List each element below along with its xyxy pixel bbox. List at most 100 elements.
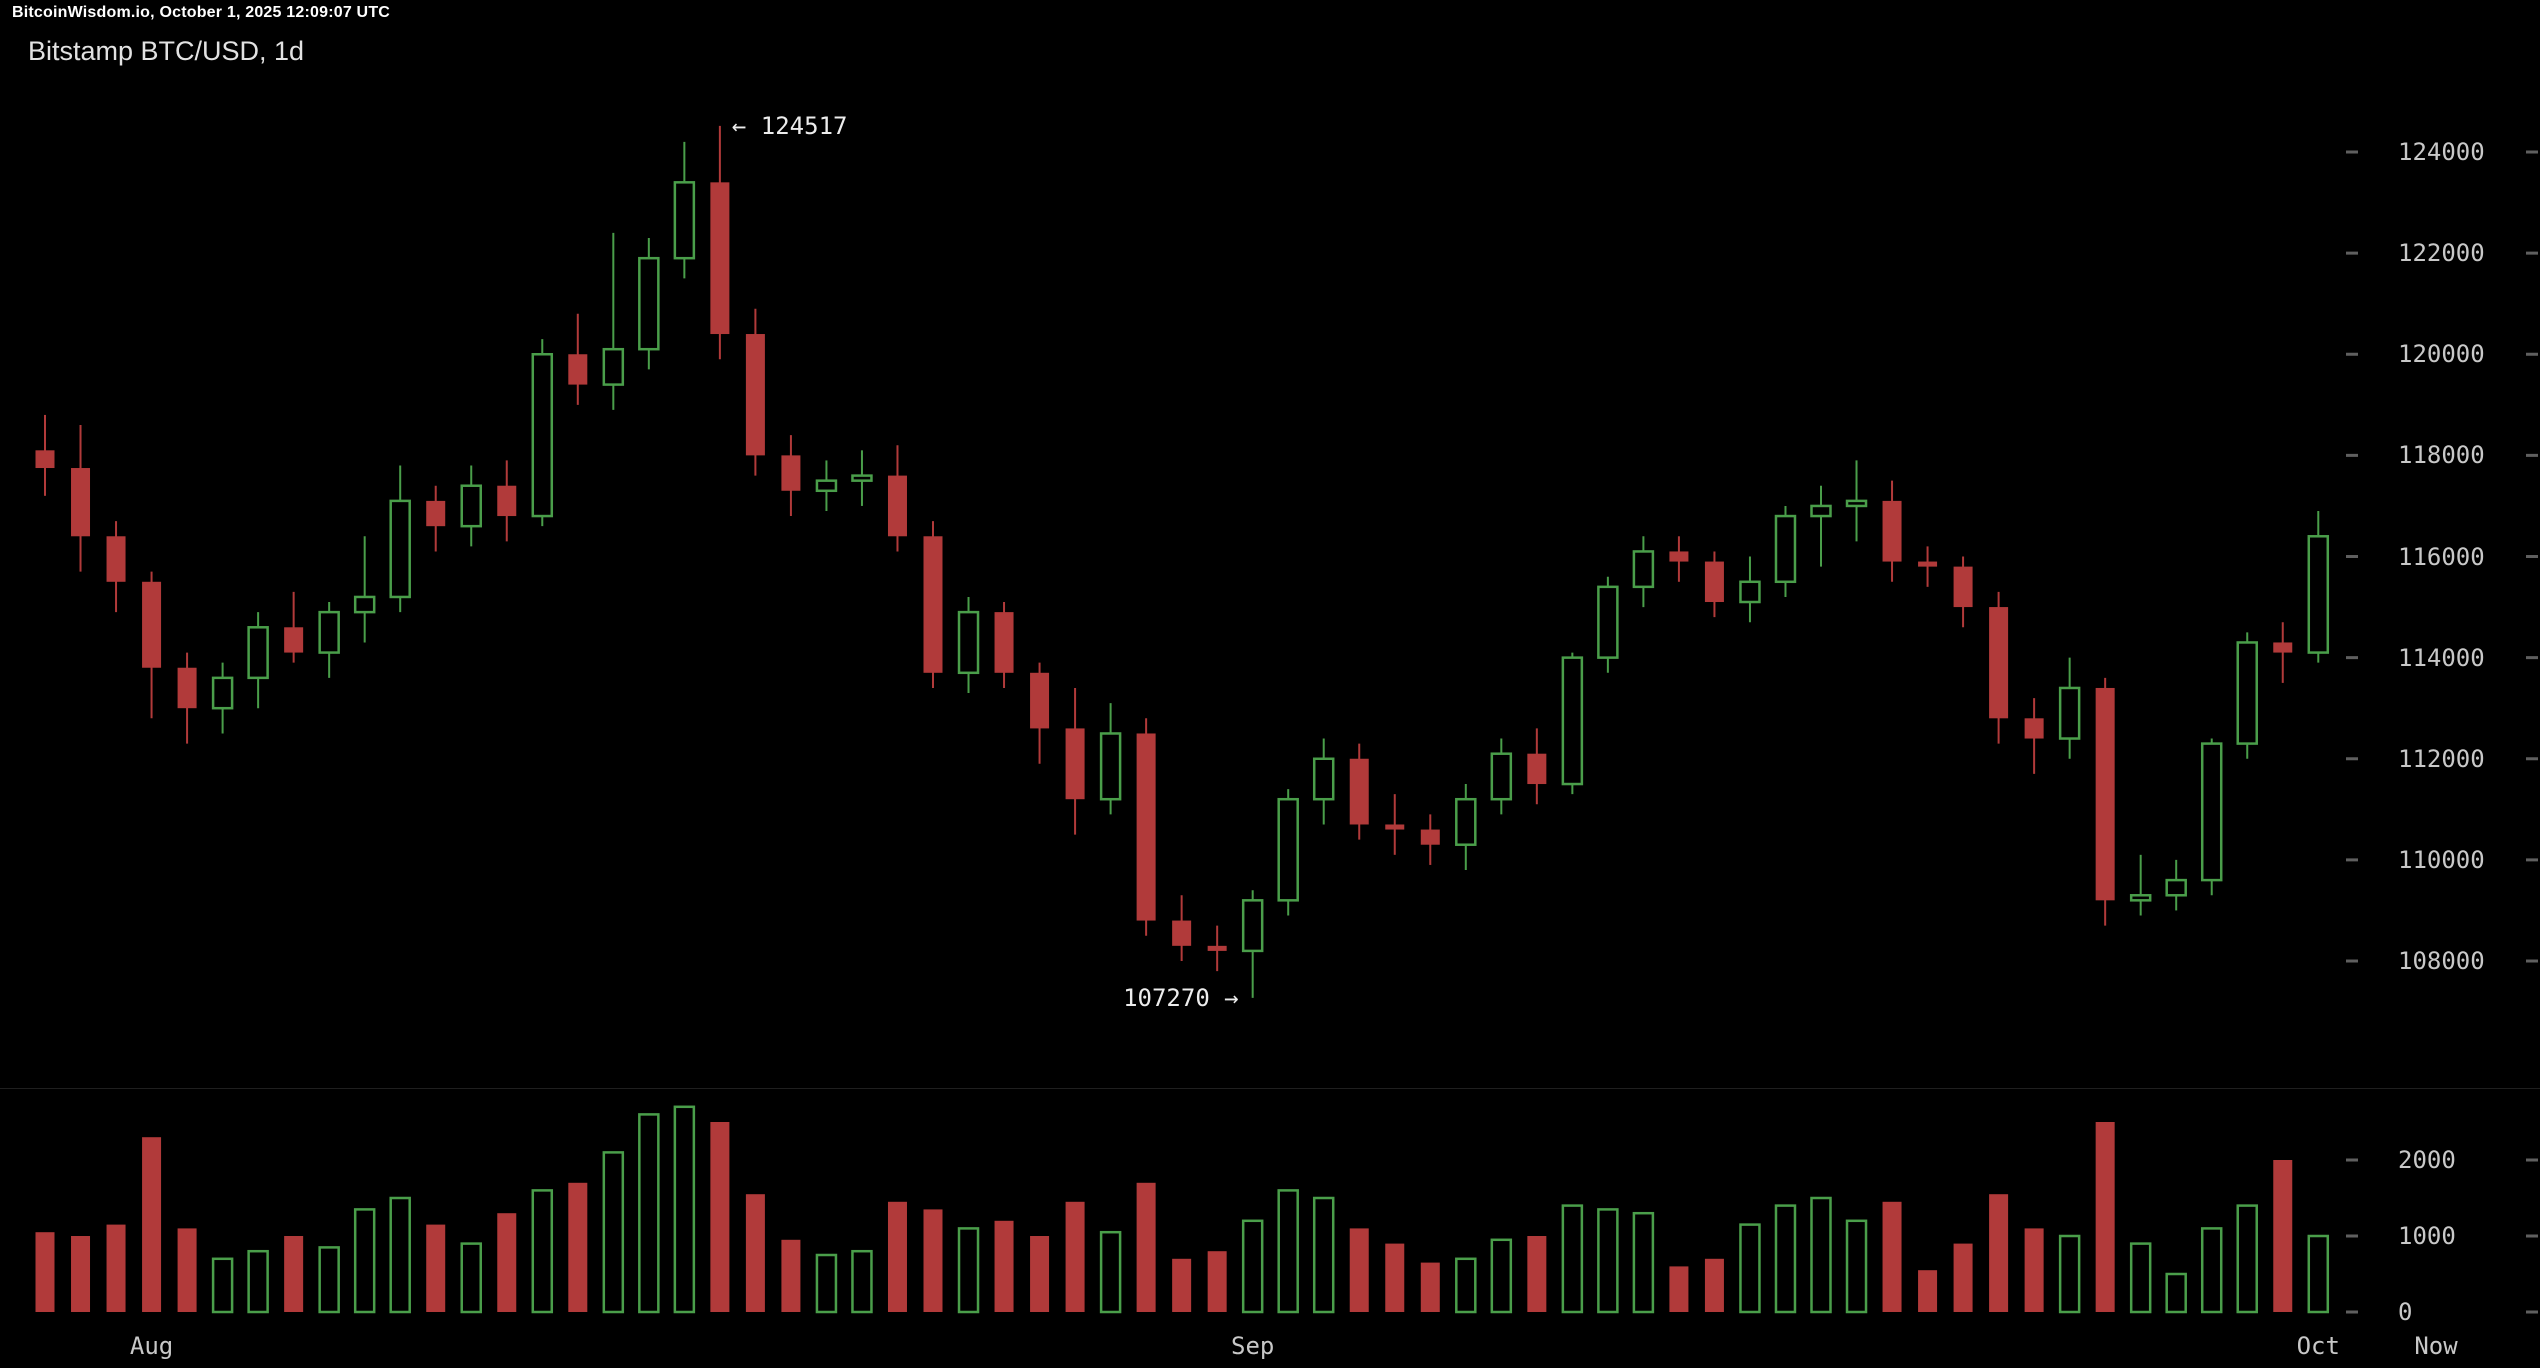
volume-tick-label: 0 [2398, 1298, 2413, 1326]
candle-body [353, 595, 376, 614]
candle-body [106, 536, 126, 582]
volume-bar [1490, 1238, 1513, 1314]
candle-body [1349, 758, 1369, 825]
volume-bar [2236, 1204, 2258, 1314]
time-axis-label-now: Now [2414, 1332, 2458, 1360]
candle-body [1420, 829, 1440, 845]
volume-bar [389, 1196, 411, 1314]
volume-tick-label: 2000 [2398, 1146, 2456, 1174]
volume-bar [1561, 1204, 1584, 1314]
candle-body [284, 627, 304, 653]
candle-body [1136, 733, 1156, 921]
volume-bar [71, 1236, 91, 1312]
volume-bar [957, 1227, 980, 1314]
volume-bar [781, 1239, 801, 1312]
volume-bar [460, 1242, 482, 1314]
price-tick [2526, 150, 2538, 154]
price-tick [2346, 150, 2358, 154]
volume-bar [2273, 1160, 2293, 1312]
candle-body [1918, 561, 1938, 567]
candle-body [1669, 551, 1689, 562]
volume-bar [106, 1224, 126, 1312]
price-tick [2346, 251, 2358, 255]
candle-body [2273, 642, 2293, 653]
candle-body [1597, 585, 1619, 659]
volume-bar [851, 1249, 873, 1314]
volume-bar [1810, 1196, 1832, 1314]
volume-bar [2200, 1227, 2223, 1314]
volume-bar [994, 1220, 1014, 1312]
candle-body [1704, 561, 1724, 603]
price-tick [2346, 656, 2358, 660]
candle-body [851, 474, 873, 482]
price-tick-label: 116000 [2398, 542, 2485, 571]
volume-bar [1882, 1201, 1902, 1312]
volume-bar [2165, 1272, 2187, 1314]
candle-body [923, 536, 943, 673]
candle-body [211, 676, 234, 710]
candle-body [1241, 899, 1264, 953]
volume-bar [2024, 1228, 2044, 1312]
candle-body [673, 181, 696, 260]
volume-tick [2526, 1234, 2538, 1238]
candle-body [1207, 945, 1227, 951]
volume-bar [923, 1209, 943, 1312]
price-tick-label: 122000 [2398, 239, 2485, 268]
caption-text: BitcoinWisdom.io, October 1, 2025 12:09:… [12, 4, 391, 21]
price-tick [2526, 959, 2538, 963]
candle-body [957, 610, 980, 675]
candle-body [1632, 550, 1655, 589]
volume-bar [211, 1257, 234, 1314]
price-tick [2526, 858, 2538, 862]
price-tick-label: 112000 [2398, 744, 2485, 773]
candle-body [426, 500, 446, 527]
volume-bar [426, 1224, 446, 1312]
volume-bar [318, 1246, 340, 1314]
volume-bar [2129, 1242, 2152, 1314]
price-tick-label: 108000 [2398, 947, 2485, 975]
candle-body [745, 334, 765, 456]
candle-body [602, 347, 625, 386]
volume-bar [1136, 1182, 1156, 1312]
candle-body [71, 468, 91, 537]
candle-body [2095, 687, 2115, 901]
volume-bar [284, 1236, 304, 1312]
volume-bar [1527, 1236, 1547, 1312]
candle-body [1882, 500, 1902, 562]
candle-body [2165, 878, 2187, 897]
price-tick [2346, 757, 2358, 761]
volume-bar [745, 1194, 765, 1312]
volume-bar [1172, 1258, 1192, 1312]
volume-bar [1420, 1262, 1440, 1312]
time-axis-label-oct: Oct [2296, 1332, 2340, 1360]
volume-bar [602, 1151, 625, 1314]
candle-body [1810, 504, 1832, 518]
price-tick [2346, 555, 2358, 559]
volume-bar [1349, 1228, 1369, 1312]
candle-body [35, 450, 55, 469]
candle-body [568, 354, 588, 385]
candle-body [1455, 797, 1477, 846]
volume-bar [2307, 1234, 2330, 1314]
volume-bar [497, 1213, 517, 1312]
volume-tick [2346, 1310, 2358, 1314]
candle-body [1739, 580, 1761, 604]
volume-bar [1597, 1208, 1619, 1314]
price-tick [2526, 656, 2538, 660]
candle-body [460, 484, 482, 528]
panel-divider [0, 1088, 2540, 1089]
volume-bar [531, 1189, 554, 1314]
volume-bar [1455, 1257, 1477, 1314]
volume-bar [710, 1122, 730, 1312]
volume-bar [35, 1232, 55, 1312]
volume-bar [2095, 1122, 2115, 1312]
candle-body [1527, 753, 1547, 785]
price-tick [2346, 858, 2358, 862]
candle-body [1845, 499, 1868, 508]
candle-body [247, 626, 269, 680]
volume-bar [568, 1182, 588, 1312]
volume-tick [2346, 1234, 2358, 1238]
volume-bar [1277, 1189, 1299, 1314]
volume-tick [2346, 1158, 2358, 1162]
